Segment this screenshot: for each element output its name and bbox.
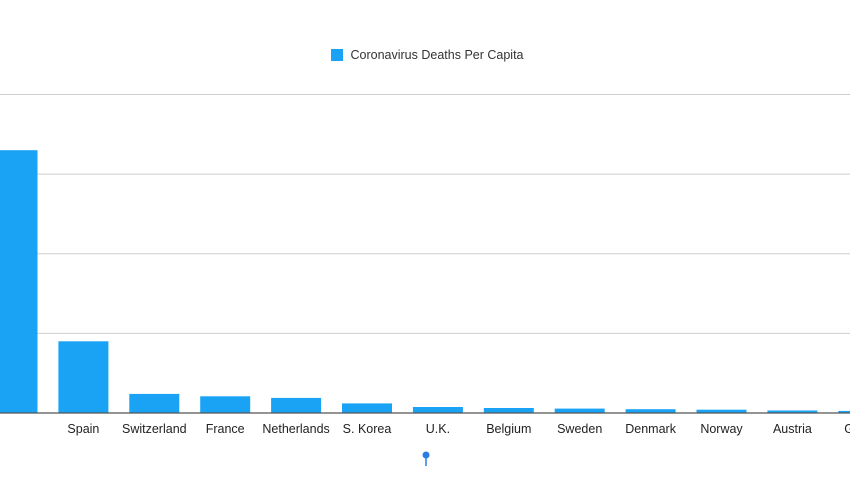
bar-s-korea[interactable]	[342, 403, 392, 413]
marker-dot[interactable]	[422, 451, 430, 459]
bars	[0, 150, 850, 413]
bar-france[interactable]	[200, 396, 251, 413]
x-tick-label: Germa	[844, 422, 850, 436]
x-tick-label: France	[206, 422, 245, 436]
bar-switzerland[interactable]	[129, 393, 180, 413]
bar-sweden[interactable]	[554, 408, 605, 413]
bar-denmark[interactable]	[625, 409, 676, 413]
x-tick-label: Switzerland	[122, 422, 187, 436]
x-tick-label: Belgium	[486, 422, 531, 436]
x-tick-label: Sweden	[557, 422, 602, 436]
x-tick-label: Denmark	[625, 422, 676, 436]
bar-belgium[interactable]	[483, 408, 534, 413]
x-tick-label: Austria	[773, 422, 812, 436]
bar-first[interactable]	[0, 150, 38, 413]
x-tick-label: Norway	[700, 422, 743, 436]
bar-spain[interactable]	[58, 341, 109, 413]
x-tick-label: U.K.	[426, 422, 450, 436]
legend-label: Coronavirus Deaths Per Capita	[350, 48, 524, 62]
x-tick-labels: Spain Switzerland France Netherlands S. Kore…	[67, 422, 850, 436]
legend: Coronavirus Deaths Per Capita	[0, 46, 850, 64]
bar-u-k-[interactable]	[412, 407, 463, 413]
gridlines	[0, 94, 850, 334]
legend-swatch	[330, 49, 343, 61]
x-tick-label: Spain	[67, 422, 99, 436]
bar-austria[interactable]	[767, 410, 818, 414]
bar-netherlands[interactable]	[271, 397, 322, 413]
x-tick-label: S. Korea	[343, 422, 392, 436]
x-tick-label: Netherlands	[262, 422, 329, 436]
bar-norway[interactable]	[696, 409, 747, 413]
bar-germa[interactable]	[838, 410, 850, 413]
timeline-marker[interactable]	[422, 451, 430, 467]
